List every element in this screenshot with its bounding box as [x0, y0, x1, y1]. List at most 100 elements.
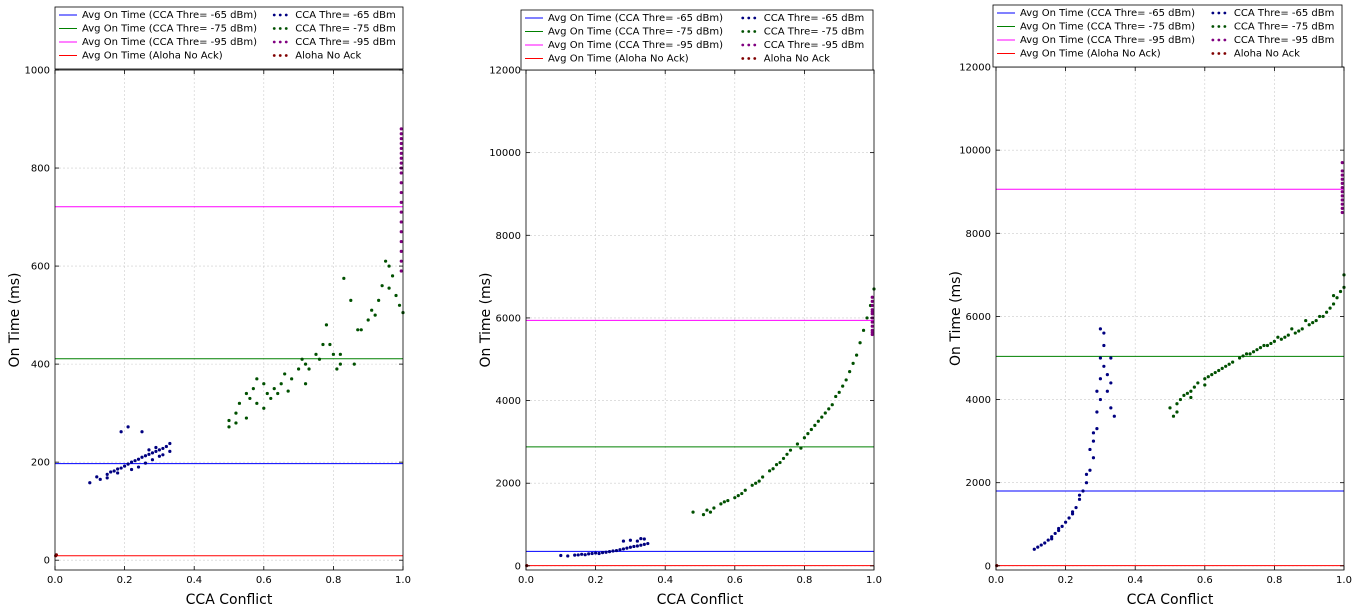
data-point	[1340, 210, 1344, 215]
data-point	[1258, 345, 1263, 350]
y-tick-label: 10000	[489, 148, 521, 159]
data-point	[161, 453, 165, 457]
legend-entry: CCA Thre= -95 dBm	[1234, 35, 1335, 46]
legend-point-swatch	[272, 40, 276, 44]
data-point	[255, 377, 259, 381]
data-point	[785, 452, 789, 456]
data-point	[140, 430, 144, 434]
data-point	[870, 299, 874, 304]
x-tick-label: 0.8	[1266, 575, 1282, 586]
data-point	[1220, 366, 1224, 370]
data-point	[816, 419, 820, 423]
data-point	[272, 387, 276, 391]
data-point	[870, 320, 874, 324]
legend-point-swatch	[753, 43, 757, 47]
data-point	[157, 448, 161, 452]
data-point	[757, 479, 761, 483]
x-axis-label: CCA Conflict	[657, 592, 744, 608]
data-point	[1286, 333, 1290, 337]
data-point	[604, 550, 608, 554]
data-point	[1171, 414, 1176, 418]
legend-entry: CCA Thre= -75 dBm	[764, 27, 865, 38]
data-point	[373, 313, 377, 317]
legend-entry: Avg On Time (CCA Thre= -65 dBm)	[82, 10, 257, 21]
legend-point-swatch	[741, 43, 745, 47]
x-tick-label: 0.8	[325, 575, 341, 586]
data-point	[639, 543, 643, 547]
y-axis-label: On Time (ms)	[7, 273, 23, 368]
data-point	[1206, 375, 1210, 379]
data-point	[870, 303, 874, 308]
data-point	[851, 361, 855, 365]
legend-box	[992, 4, 1343, 68]
data-point	[870, 324, 874, 328]
data-point	[1192, 385, 1196, 389]
data-point	[761, 475, 765, 479]
data-point	[1213, 370, 1217, 375]
data-point	[1297, 329, 1301, 333]
x-axis-label: CCA Conflict	[186, 592, 273, 608]
data-point	[635, 539, 639, 543]
legend-entry: Avg On Time (CCA Thre= -95 dBm)	[548, 40, 723, 51]
data-point	[168, 449, 172, 453]
data-point	[1328, 306, 1332, 310]
data-point	[338, 362, 342, 366]
data-point	[380, 284, 384, 288]
data-point	[1081, 489, 1085, 493]
data-point	[580, 552, 584, 556]
data-point	[573, 553, 577, 557]
x-tick-label: 0.2	[588, 575, 604, 586]
data-point	[858, 341, 862, 345]
data-point	[251, 387, 255, 391]
data-point	[399, 132, 403, 136]
data-point	[1189, 389, 1193, 393]
data-point	[809, 427, 813, 432]
data-point	[1217, 368, 1221, 373]
data-point	[356, 328, 360, 332]
data-point	[778, 460, 782, 465]
data-point	[147, 448, 151, 452]
data-point	[1043, 541, 1047, 545]
data-point	[1304, 318, 1308, 323]
data-point	[1084, 472, 1089, 476]
data-point	[1290, 327, 1294, 331]
data-point	[359, 328, 363, 332]
data-point	[639, 536, 643, 541]
y-tick-label: 12000	[489, 66, 521, 77]
data-point	[244, 416, 248, 420]
data-point	[1251, 350, 1256, 354]
legend: Avg On Time (CCA Thre= -65 dBm) Avg On Ti…	[520, 9, 874, 71]
data-point	[646, 541, 650, 546]
legend-point-swatch	[753, 57, 757, 60]
y-tick-label: 6000	[966, 312, 991, 323]
data-point	[119, 466, 123, 470]
data-point	[399, 259, 403, 263]
data-point	[1265, 343, 1270, 348]
data-point	[1331, 294, 1336, 298]
data-point	[1032, 547, 1036, 551]
data-point	[590, 551, 594, 556]
legend-point-swatch	[284, 54, 288, 57]
data-point	[335, 367, 339, 371]
data-point	[844, 378, 848, 382]
data-point	[342, 276, 346, 280]
legend-entry: Avg On Time (Aloha No Ack)	[548, 54, 689, 65]
x-tick-label: 0.0	[988, 575, 1004, 586]
data-point	[635, 544, 639, 548]
data-point	[1105, 389, 1109, 393]
legend-point-swatch	[1211, 11, 1215, 15]
data-point	[621, 547, 626, 551]
data-point	[377, 298, 381, 302]
data-point	[1112, 414, 1116, 418]
data-point	[119, 430, 123, 434]
data-point	[161, 446, 165, 451]
data-point	[300, 357, 304, 361]
legend-point-swatch	[747, 57, 751, 60]
data-point	[1091, 431, 1096, 435]
data-point	[1283, 335, 1287, 339]
data-point	[802, 436, 807, 440]
data-point	[154, 449, 158, 453]
data-point	[399, 269, 403, 273]
x-tick-label: 0.4	[1127, 575, 1143, 586]
x-tick-label: 0.0	[518, 575, 534, 586]
